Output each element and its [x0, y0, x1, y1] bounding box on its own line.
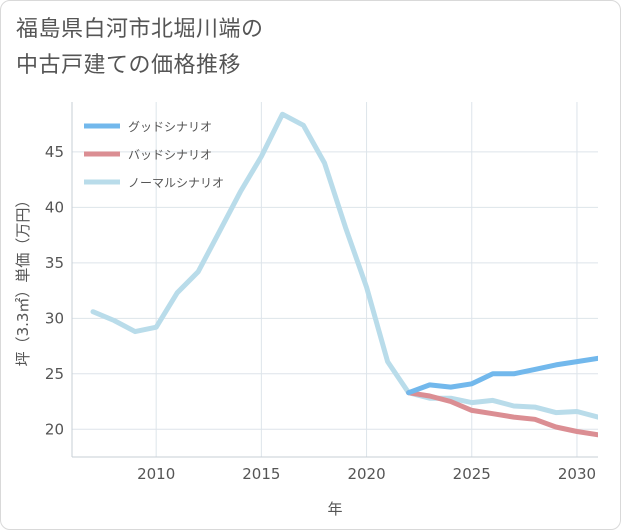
legend-label-1: バッドシナリオ — [128, 148, 212, 162]
x-tick-label: 2020 — [347, 465, 385, 483]
y-tick-label: 25 — [45, 365, 64, 383]
legend-label-0: グッドシナリオ — [128, 120, 212, 134]
y-tick-label: 40 — [45, 198, 64, 216]
legend-label-2: ノーマルシナリオ — [128, 176, 224, 190]
x-tick-label: 2030 — [558, 465, 596, 483]
chart-title-line-1: 福島県白河市北堀川端の — [16, 17, 264, 42]
series-lines — [90, 111, 598, 438]
y-tick-label: 20 — [45, 420, 64, 438]
series-line-0 — [406, 355, 598, 396]
chart-title-line-2: 中古戸建ての価格推移 — [16, 53, 242, 78]
x-tick-label: 2010 — [137, 465, 175, 483]
chart-title: 福島県白河市北堀川端の 中古戸建ての価格推移 — [16, 12, 264, 84]
y-tick-label: 35 — [45, 254, 64, 272]
y-tick-label: 30 — [45, 309, 64, 327]
x-tick-label: 2025 — [453, 465, 491, 483]
series-line-1 — [406, 390, 598, 438]
series-line-2 — [90, 111, 598, 420]
y-tick-label: 45 — [45, 143, 64, 161]
x-axis-title: 年 — [327, 500, 342, 518]
x-tick-label: 2015 — [242, 465, 280, 483]
y-axis-title: 坪（3.3㎡）単価（万円） — [14, 193, 32, 367]
